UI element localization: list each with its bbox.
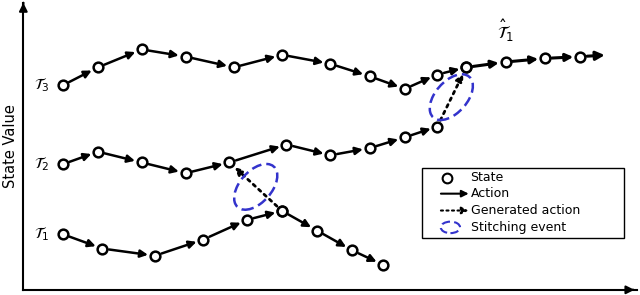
Text: $\hat{\mathcal{T}}_1$: $\hat{\mathcal{T}}_1$ [497, 17, 514, 44]
Text: $\mathcal{T}_3$: $\mathcal{T}_3$ [34, 76, 50, 94]
Text: Action: Action [470, 187, 509, 200]
Text: Generated action: Generated action [470, 204, 580, 217]
Text: State: State [470, 171, 504, 184]
Y-axis label: State Value: State Value [3, 104, 18, 188]
FancyBboxPatch shape [422, 168, 624, 238]
Text: Stitching event: Stitching event [470, 221, 566, 234]
Text: $\mathcal{T}_2$: $\mathcal{T}_2$ [34, 155, 50, 173]
Text: $\mathcal{T}_1$: $\mathcal{T}_1$ [34, 225, 50, 243]
